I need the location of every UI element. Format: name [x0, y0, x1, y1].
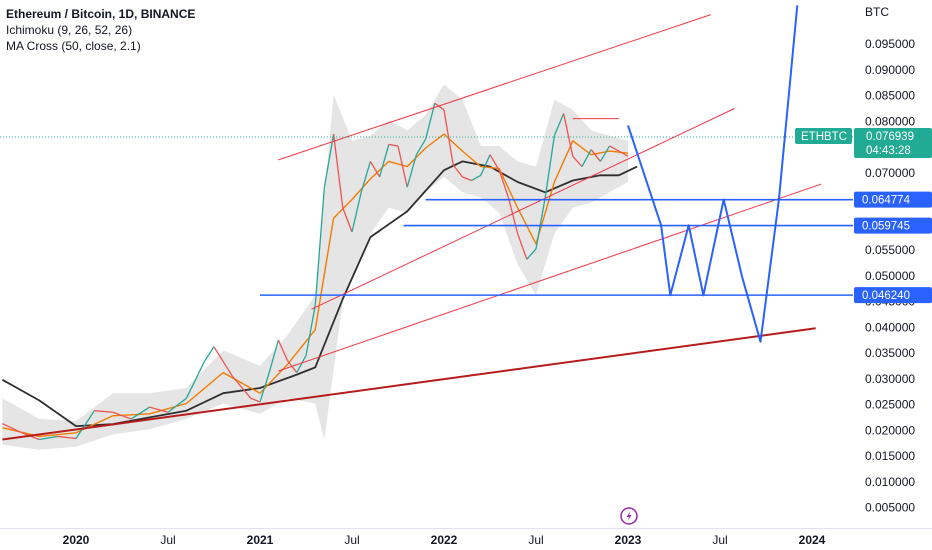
time-tick-label: 2023: [615, 533, 642, 547]
price-tick-label: 0.070000: [865, 166, 915, 180]
price-tick-label: 0.025000: [865, 398, 915, 412]
level-price-tag-text: 0.059745: [862, 221, 910, 233]
price-tick-label: 0.055000: [865, 243, 915, 257]
plot-background: [0, 0, 853, 528]
chart-legend: Ethereum / Bitcoin, 1D, BINANCE Ichimoku…: [6, 6, 195, 54]
price-axis[interactable]: BTC 0.005000 0.010000 0.015000 0.020000 0.02…: [865, 5, 915, 515]
price-tick-label: 0.015000: [865, 449, 915, 463]
countdown-value: 04:43:28: [866, 145, 911, 157]
time-tick-label: 2020: [63, 533, 90, 547]
price-tick-label: 0.085000: [865, 89, 915, 103]
time-axis[interactable]: 2020 Jul 2021 Jul 2022 Jul 2023 Jul 2024: [63, 533, 826, 547]
time-tick-label: 2022: [431, 533, 458, 547]
price-tick-label: 0.035000: [865, 346, 915, 360]
price-tick-label: 0.020000: [865, 423, 915, 437]
time-tick-label: 2021: [247, 533, 274, 547]
price-axis-unit: BTC: [865, 5, 889, 19]
price-tick-label: 0.095000: [865, 37, 915, 51]
price-tick-label: 0.090000: [865, 63, 915, 77]
level-price-tag-text: 0.046240: [862, 290, 910, 302]
level-price-tag-text: 0.064774: [862, 195, 911, 207]
chart-title[interactable]: Ethereum / Bitcoin, 1D, BINANCE: [6, 6, 195, 22]
time-tick-label: 2024: [799, 533, 826, 547]
price-tick-label: 0.080000: [865, 114, 915, 128]
price-tick-label: 0.030000: [865, 372, 915, 386]
price-tick-label: 0.005000: [865, 501, 915, 515]
legend-ma-cross[interactable]: MA Cross (50, close, 2.1): [6, 38, 195, 54]
time-tick-label: Jul: [344, 533, 359, 547]
price-tick-label: 0.050000: [865, 269, 915, 283]
plot-area[interactable]: [0, 0, 853, 528]
legend-ichimoku[interactable]: Ichimoku (9, 26, 52, 26): [6, 22, 195, 38]
price-tick-label: 0.010000: [865, 475, 915, 489]
time-tick-label: Jul: [528, 533, 543, 547]
current-price-value: 0.076939: [866, 131, 914, 143]
time-tick-label: Jul: [160, 533, 175, 547]
events-icon[interactable]: [621, 508, 637, 524]
price-tick-label: 0.040000: [865, 320, 915, 334]
symbol-tag-text: ETHBTC: [801, 131, 847, 143]
time-tick-label: Jul: [712, 533, 727, 547]
